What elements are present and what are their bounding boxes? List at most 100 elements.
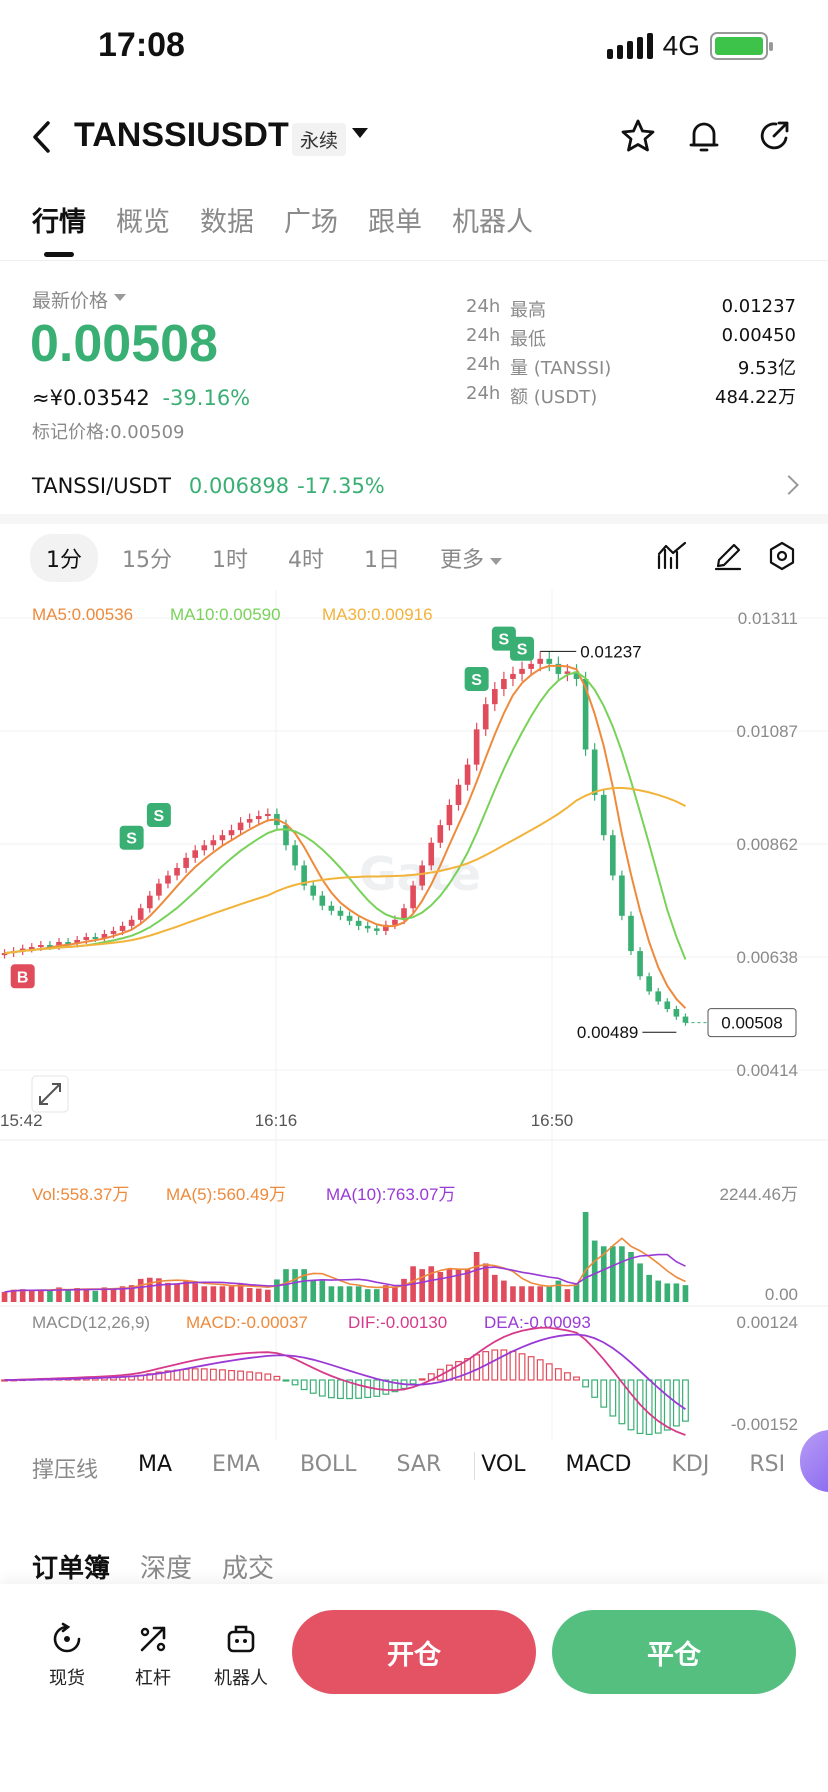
star-icon[interactable] xyxy=(618,116,658,156)
macd-histogram-bar xyxy=(609,1379,617,1417)
candle xyxy=(410,885,416,909)
volume-ma5-legend: MA(5):560.49万 xyxy=(166,1185,286,1204)
volume-bar xyxy=(228,1286,235,1302)
tab-ma[interactable]: MA xyxy=(138,1452,173,1477)
trade-marker-label: S xyxy=(154,808,165,825)
bell-icon[interactable] xyxy=(684,116,724,156)
tab-macd[interactable]: MACD xyxy=(565,1452,632,1477)
candle xyxy=(83,936,90,940)
interval-1h[interactable]: 1时 xyxy=(212,548,248,573)
expand-icon[interactable] xyxy=(31,1075,69,1113)
stat-row-turnover: 24h 额 (USDT) 484.22万 xyxy=(466,383,796,408)
dif-line xyxy=(4,1326,686,1436)
interval-4h[interactable]: 4时 xyxy=(288,548,324,573)
spot-shortcut[interactable]: 现货 xyxy=(32,1622,102,1690)
volume-bar xyxy=(528,1286,534,1302)
candle xyxy=(491,689,498,705)
cny-price: ≈¥0.03542 xyxy=(32,386,150,410)
tab-ema[interactable]: EMA xyxy=(212,1452,260,1477)
tab-depth[interactable]: 深度 xyxy=(140,1554,193,1584)
tab-kdj[interactable]: KDJ xyxy=(671,1452,710,1477)
candle xyxy=(137,908,144,920)
macd-histogram-bar xyxy=(591,1379,599,1398)
macd-histogram-bar xyxy=(191,1368,199,1381)
close-position-button[interactable]: 平仓 xyxy=(552,1610,796,1694)
candle xyxy=(392,919,398,925)
interval-1m[interactable]: 1分 xyxy=(30,534,98,582)
leverage-shortcut[interactable]: 杠杆 xyxy=(118,1622,188,1690)
macd-histogram-bar xyxy=(618,1379,626,1425)
tab-orderbook[interactable]: 订单簿 xyxy=(32,1554,111,1584)
status-indicators: 4G xyxy=(606,30,773,62)
candle xyxy=(183,857,189,868)
tab-square[interactable]: 广场 xyxy=(284,207,338,238)
tab-bots[interactable]: 机器人 xyxy=(452,207,533,238)
interval-15m[interactable]: 15分 xyxy=(122,548,172,573)
volume-bar xyxy=(446,1269,453,1302)
spot-pair: TANSSI/USDT xyxy=(32,474,171,498)
macd-histogram-bar xyxy=(355,1379,363,1399)
candle xyxy=(237,822,244,831)
candle xyxy=(92,936,99,939)
tab-boll[interactable]: BOLL xyxy=(299,1452,357,1477)
candle xyxy=(646,976,652,992)
kline-chart[interactable]: Gate MA5:0.00536 MA10:0.00590 MA30:0.009… xyxy=(0,590,828,1440)
tab-overview[interactable]: 概览 xyxy=(116,207,170,238)
indicator-icon[interactable] xyxy=(656,540,688,572)
ma30-legend: MA30:0.00916 xyxy=(322,605,433,624)
candle xyxy=(446,804,453,826)
volume-bar xyxy=(619,1246,625,1302)
tab-rsi[interactable]: RSI xyxy=(749,1452,786,1477)
draw-icon[interactable] xyxy=(712,540,744,572)
tab-support-resistance[interactable]: 撑压线 xyxy=(32,1458,99,1483)
interval-1d[interactable]: 1日 xyxy=(364,548,400,573)
candle xyxy=(47,945,53,948)
ma30-line xyxy=(4,786,686,955)
bot-shortcut[interactable]: 机器人 xyxy=(206,1622,276,1690)
tab-data[interactable]: 数据 xyxy=(200,207,254,238)
candle xyxy=(473,729,480,765)
tab-sar[interactable]: SAR xyxy=(396,1452,442,1477)
macd-title: MACD(12,26,9) xyxy=(32,1313,150,1332)
candle xyxy=(537,658,544,664)
candle xyxy=(519,668,525,674)
tab-market[interactable]: 行情 xyxy=(32,207,86,238)
open-position-button[interactable]: 开仓 xyxy=(292,1610,536,1694)
volume-bar xyxy=(137,1278,144,1302)
candle xyxy=(101,933,108,938)
back-icon[interactable] xyxy=(30,120,54,154)
signal-icon xyxy=(606,33,653,59)
macd-axis-max: 0.00124 xyxy=(737,1313,798,1332)
volume-bar xyxy=(183,1280,189,1302)
macd-histogram-bar xyxy=(654,1379,662,1434)
chevron-down-icon[interactable] xyxy=(114,294,126,301)
candle xyxy=(591,749,598,795)
volume-bar xyxy=(600,1246,607,1302)
macd-histogram-bar xyxy=(200,1368,208,1381)
tab-trades[interactable]: 成交 xyxy=(222,1554,275,1584)
tab-copy-trading[interactable]: 跟单 xyxy=(368,207,422,238)
latest-price-label[interactable]: 最新价格 xyxy=(32,290,109,312)
candle xyxy=(419,865,425,886)
volume-bar xyxy=(491,1274,498,1302)
tab-vol[interactable]: VOL xyxy=(481,1452,526,1477)
volume-bar xyxy=(546,1286,553,1302)
candle xyxy=(582,678,589,750)
interval-more[interactable]: 更多 xyxy=(424,534,518,582)
pair-dropdown-icon[interactable] xyxy=(352,128,368,138)
macd-histogram-bar xyxy=(327,1379,335,1399)
cny-price-row: ≈¥0.03542 -39.16% xyxy=(32,386,250,410)
candle xyxy=(355,920,362,926)
trade-marker-label: B xyxy=(17,969,29,986)
volume-bar xyxy=(401,1278,407,1302)
volume-bar xyxy=(156,1278,162,1302)
volume-bar xyxy=(464,1269,471,1302)
macd-histogram-bar xyxy=(600,1379,608,1408)
share-icon[interactable] xyxy=(754,116,794,156)
settings-icon[interactable] xyxy=(766,540,798,572)
pair-title[interactable]: TANSSIUSDT xyxy=(74,116,289,154)
contract-type-badge: 永续 xyxy=(292,123,347,156)
ma5-legend: MA5:0.00536 xyxy=(32,605,133,624)
spot-pair-row[interactable]: TANSSI/USDT 0.006898 -17.35% xyxy=(32,474,796,498)
candle xyxy=(301,865,307,886)
